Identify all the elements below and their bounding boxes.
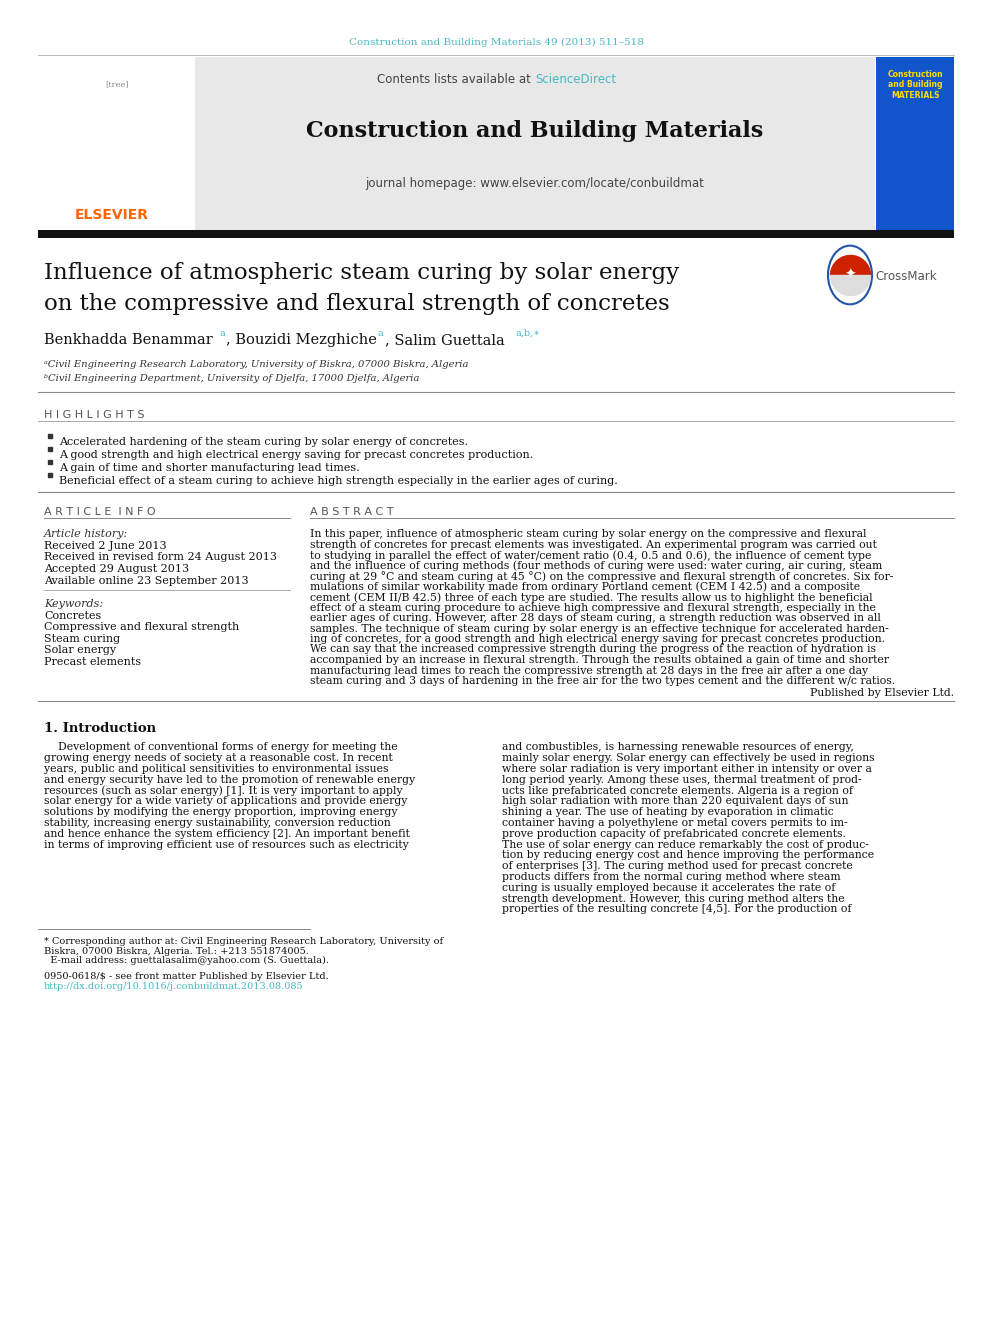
Text: Accelerated hardening of the steam curing by solar energy of concretes.: Accelerated hardening of the steam curin… — [59, 437, 468, 447]
Text: and the influence of curing methods (four methods of curing were used: water cur: and the influence of curing methods (fou… — [310, 561, 882, 572]
Text: properties of the resulting concrete [4,5]. For the production of: properties of the resulting concrete [4,… — [502, 905, 851, 914]
Text: Received 2 June 2013: Received 2 June 2013 — [44, 541, 167, 550]
Text: curing is usually employed because it accelerates the rate of: curing is usually employed because it ac… — [502, 882, 835, 893]
Text: solar energy for a wide variety of applications and provide energy: solar energy for a wide variety of appli… — [44, 796, 408, 807]
Text: effect of a steam curing procedure to achieve high compressive and flexural stre: effect of a steam curing procedure to ac… — [310, 602, 876, 613]
Text: ᵃCivil Engineering Research Laboratory, University of Biskra, 07000 Biskra, Alge: ᵃCivil Engineering Research Laboratory, … — [44, 360, 468, 369]
Text: Steam curing: Steam curing — [44, 634, 120, 644]
Text: [tree]: [tree] — [105, 79, 129, 89]
Text: in terms of improving efficient use of resources such as electricity: in terms of improving efficient use of r… — [44, 840, 409, 849]
Text: where solar radiation is very important either in intensity or over a: where solar radiation is very important … — [502, 765, 872, 774]
Text: , Bouzidi Mezghiche: , Bouzidi Mezghiche — [226, 333, 377, 347]
Text: http://dx.doi.org/10.1016/j.conbuildmat.2013.08.085: http://dx.doi.org/10.1016/j.conbuildmat.… — [44, 982, 304, 991]
Text: A good strength and high electrical energy saving for precast concretes producti: A good strength and high electrical ener… — [59, 450, 534, 460]
Text: Development of conventional forms of energy for meeting the: Development of conventional forms of ene… — [44, 742, 398, 753]
Text: Construction and Building Materials 49 (2013) 511–518: Construction and Building Materials 49 (… — [348, 38, 644, 48]
Text: and energy security have led to the promotion of renewable energy: and energy security have led to the prom… — [44, 775, 415, 785]
Text: shining a year. The use of heating by evaporation in climatic: shining a year. The use of heating by ev… — [502, 807, 833, 818]
Text: Article history:: Article history: — [44, 529, 128, 538]
Text: A B S T R A C T: A B S T R A C T — [310, 507, 394, 517]
Text: Concretes: Concretes — [44, 611, 101, 620]
Text: products differs from the normal curing method where steam: products differs from the normal curing … — [502, 872, 840, 882]
Text: manufacturing lead times to reach the compressive strength at 28 days in the fre: manufacturing lead times to reach the co… — [310, 665, 868, 676]
Text: ucts like prefabricated concrete elements. Algeria is a region of: ucts like prefabricated concrete element… — [502, 786, 853, 795]
Text: cement (CEM II/B 42.5) three of each type are studied. The results allow us to h: cement (CEM II/B 42.5) three of each typ… — [310, 591, 873, 602]
Text: strength of concretes for precast elements was investigated. An experimental pro: strength of concretes for precast elemen… — [310, 540, 877, 549]
Text: We can say that the increased compressive strength during the progress of the re: We can say that the increased compressiv… — [310, 644, 876, 655]
Text: * Corresponding author at: Civil Engineering Research Laboratory, University of: * Corresponding author at: Civil Enginee… — [44, 937, 443, 946]
Text: years, public and political sensitivities to environmental issues: years, public and political sensitivitie… — [44, 765, 389, 774]
Text: ELSEVIER: ELSEVIER — [75, 208, 149, 222]
Text: The use of solar energy can reduce remarkably the cost of produc-: The use of solar energy can reduce remar… — [502, 840, 869, 849]
Text: resources (such as solar energy) [1]. It is very important to apply: resources (such as solar energy) [1]. It… — [44, 786, 403, 796]
Text: CrossMark: CrossMark — [875, 270, 936, 283]
Text: Compressive and flexural strength: Compressive and flexural strength — [44, 623, 239, 632]
Text: to studying in parallel the effect of water/cement ratio (0.4, 0.5 and 0.6), the: to studying in parallel the effect of wa… — [310, 550, 871, 561]
Text: container having a polyethylene or metal covers permits to im-: container having a polyethylene or metal… — [502, 818, 847, 828]
Text: ᵇCivil Engineering Department, University of Djelfa, 17000 Djelfa, Algeria: ᵇCivil Engineering Department, Universit… — [44, 374, 420, 382]
Text: tion by reducing energy cost and hence improving the performance: tion by reducing energy cost and hence i… — [502, 851, 874, 860]
Text: Available online 23 September 2013: Available online 23 September 2013 — [44, 576, 249, 586]
Text: solutions by modifying the energy proportion, improving energy: solutions by modifying the energy propor… — [44, 807, 398, 818]
Text: steam curing and 3 days of hardening in the free air for the two types cement an: steam curing and 3 days of hardening in … — [310, 676, 895, 687]
Text: Received in revised form 24 August 2013: Received in revised form 24 August 2013 — [44, 553, 277, 562]
Text: Contents lists available at: Contents lists available at — [377, 73, 535, 86]
Text: Published by Elsevier Ltd.: Published by Elsevier Ltd. — [809, 688, 954, 699]
Text: ✦: ✦ — [844, 269, 856, 282]
Text: and hence enhance the system efficiency [2]. An important benefit: and hence enhance the system efficiency … — [44, 830, 410, 839]
Text: Construction
and Building
MATERIALS: Construction and Building MATERIALS — [887, 70, 942, 99]
Text: Beneficial effect of a steam curing to achieve high strength especially in the e: Beneficial effect of a steam curing to a… — [59, 476, 618, 486]
Text: E-mail address: guettalasalim@yahoo.com (S. Guettala).: E-mail address: guettalasalim@yahoo.com … — [44, 957, 329, 966]
Text: earlier ages of curing. However, after 28 days of steam curing, a strength reduc: earlier ages of curing. However, after 2… — [310, 613, 881, 623]
Text: journal homepage: www.elsevier.com/locate/conbuildmat: journal homepage: www.elsevier.com/locat… — [366, 177, 704, 191]
Text: Accepted 29 August 2013: Accepted 29 August 2013 — [44, 564, 189, 574]
Text: H I G H L I G H T S: H I G H L I G H T S — [44, 410, 145, 419]
Text: 0950-0618/$ - see front matter Published by Elsevier Ltd.: 0950-0618/$ - see front matter Published… — [44, 972, 328, 982]
Text: Construction and Building Materials: Construction and Building Materials — [307, 120, 764, 142]
Text: growing energy needs of society at a reasonable cost. In recent: growing energy needs of society at a rea… — [44, 753, 393, 763]
Text: prove production capacity of prefabricated concrete elements.: prove production capacity of prefabricat… — [502, 830, 846, 839]
Text: a: a — [378, 329, 384, 337]
Text: samples. The technique of steam curing by solar energy is an effective technique: samples. The technique of steam curing b… — [310, 623, 889, 634]
Text: on the compressive and flexural strength of concretes: on the compressive and flexural strength… — [44, 292, 670, 315]
Text: strength development. However, this curing method alters the: strength development. However, this curi… — [502, 894, 844, 904]
Text: mainly solar energy. Solar energy can effectively be used in regions: mainly solar energy. Solar energy can ef… — [502, 753, 875, 763]
Text: 1. Introduction: 1. Introduction — [44, 722, 156, 736]
Text: of enterprises [3]. The curing method used for precast concrete: of enterprises [3]. The curing method us… — [502, 861, 853, 872]
Text: Benkhadda Benammar: Benkhadda Benammar — [44, 333, 212, 347]
Text: long period yearly. Among these uses, thermal treatment of prod-: long period yearly. Among these uses, th… — [502, 775, 862, 785]
Text: Solar energy: Solar energy — [44, 646, 116, 655]
Text: Influence of atmospheric steam curing by solar energy: Influence of atmospheric steam curing by… — [44, 262, 680, 284]
Text: mulations of similar workability made from ordinary Portland cement (CEM I 42.5): mulations of similar workability made fr… — [310, 582, 860, 593]
Text: a,b,∗: a,b,∗ — [515, 329, 540, 337]
Text: accompanied by an increase in flexural strength. Through the results obtained a : accompanied by an increase in flexural s… — [310, 655, 889, 665]
Text: In this paper, influence of atmospheric steam curing by solar energy on the comp: In this paper, influence of atmospheric … — [310, 529, 866, 538]
Text: A R T I C L E  I N F O: A R T I C L E I N F O — [44, 507, 156, 517]
Bar — [38, 230, 954, 238]
Text: ing of concretes, for a good strength and high electrical energy saving for prec: ing of concretes, for a good strength an… — [310, 634, 885, 644]
Text: Precast elements: Precast elements — [44, 658, 141, 667]
Text: high solar radiation with more than 220 equivalent days of sun: high solar radiation with more than 220 … — [502, 796, 848, 807]
Text: stability, increasing energy sustainability, conversion reduction: stability, increasing energy sustainabil… — [44, 818, 391, 828]
Bar — [876, 57, 954, 230]
Bar — [38, 57, 195, 230]
Text: , Salim Guettala: , Salim Guettala — [385, 333, 505, 347]
Bar — [195, 57, 875, 230]
Text: and combustibles, is harnessing renewable resources of energy,: and combustibles, is harnessing renewabl… — [502, 742, 854, 753]
Text: A gain of time and shorter manufacturing lead times.: A gain of time and shorter manufacturing… — [59, 463, 360, 474]
Text: ScienceDirect: ScienceDirect — [535, 73, 616, 86]
Text: a: a — [219, 329, 225, 337]
Text: curing at 29 °C and steam curing at 45 °C) on the compressive and flexural stren: curing at 29 °C and steam curing at 45 °… — [310, 572, 894, 582]
Text: Biskra, 07000 Biskra, Algeria. Tel.: +213 551874005.: Biskra, 07000 Biskra, Algeria. Tel.: +21… — [44, 947, 309, 955]
Text: Keywords:: Keywords: — [44, 599, 103, 609]
